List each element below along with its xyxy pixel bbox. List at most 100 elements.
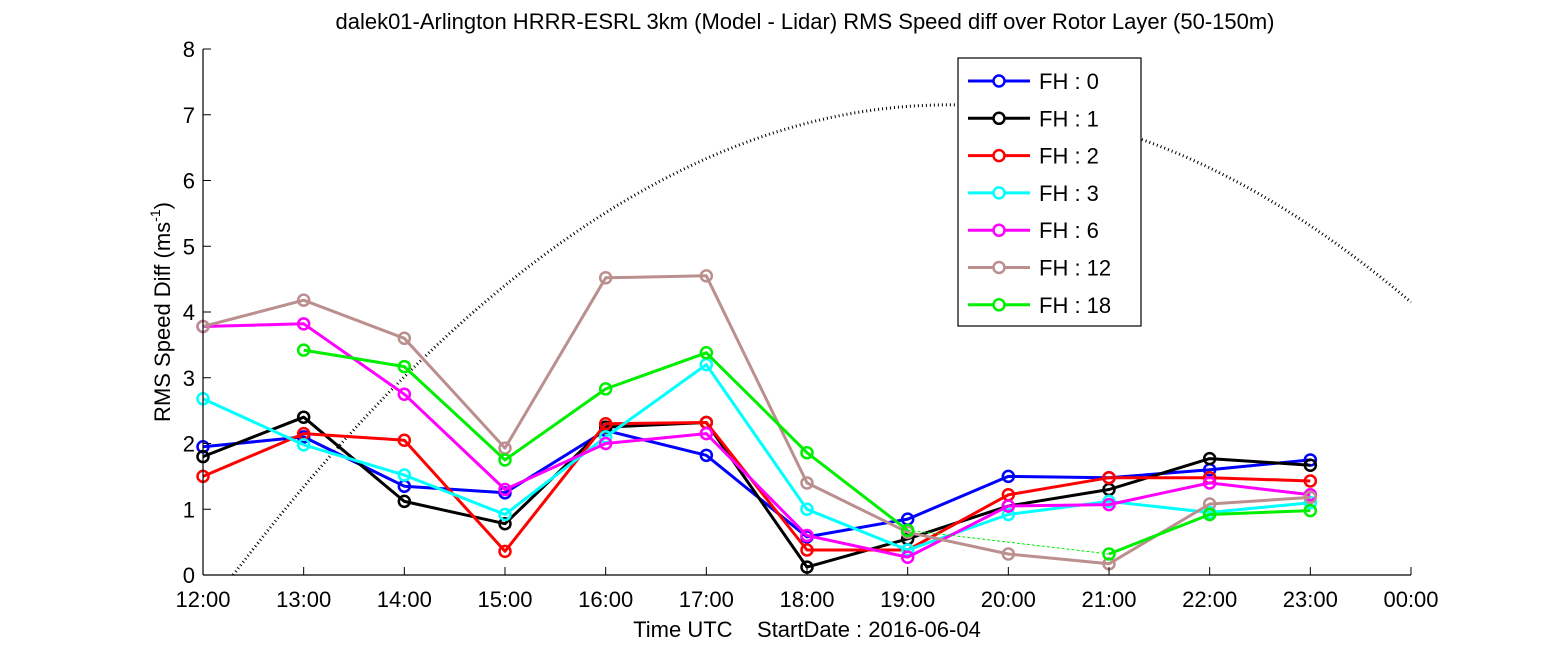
x-tick-label: 20:00: [981, 587, 1036, 612]
data-point: [1001, 469, 1016, 484]
data-point: [800, 445, 814, 460]
y-axis-label-main: RMS Speed Diff (ms: [150, 222, 175, 422]
series-line: [202, 274, 1311, 566]
data-point: [296, 317, 311, 331]
y-tick-label: 1: [183, 497, 195, 522]
x-tick-label: 23:00: [1283, 587, 1338, 612]
series-line: [202, 322, 1311, 559]
data-point: [498, 507, 512, 522]
data-point: [699, 448, 714, 463]
legend-swatch-marker: [992, 111, 1006, 126]
data-point: [397, 494, 412, 509]
series-line: [202, 363, 1311, 552]
data-point: [397, 468, 412, 482]
x-tick-label: 22:00: [1182, 587, 1237, 612]
legend-entry: FH : 3: [968, 181, 1099, 206]
data-point: [1303, 474, 1318, 488]
data-point: [498, 516, 512, 531]
y-axis-label: RMS Speed Diff (ms-1): [147, 202, 175, 422]
plot-frame: [203, 49, 1411, 575]
y-tick-label: 0: [183, 563, 195, 588]
legend-swatch-marker: [992, 148, 1006, 163]
legend-label: FH : 2: [1039, 144, 1099, 169]
legend-swatch-marker: [992, 74, 1006, 88]
legend-entry: FH : 6: [968, 218, 1099, 243]
legend-swatch-marker: [992, 298, 1006, 312]
data-point: [1303, 495, 1318, 510]
data-point: [397, 359, 412, 374]
data-point: [800, 502, 814, 516]
x-tick-label: 16:00: [578, 587, 633, 612]
data-point: [397, 331, 412, 346]
x-tick-label: 18:00: [779, 587, 834, 612]
data-point: [296, 438, 311, 452]
legend-entry: FH : 18: [968, 293, 1111, 318]
y-axis-label-sup: -1: [147, 209, 163, 222]
legend-label: FH : 12: [1039, 256, 1111, 281]
data-point: [1001, 507, 1016, 522]
legend-label: FH : 6: [1039, 218, 1099, 243]
data-point: [1303, 503, 1318, 518]
data-point: [1303, 453, 1318, 467]
series-line: [303, 348, 909, 532]
legend-swatch-marker: [992, 186, 1006, 200]
data-point: [800, 543, 814, 557]
data-point: [397, 387, 412, 401]
data-point: [1001, 547, 1016, 561]
legend-entry: FH : 0: [968, 69, 1099, 94]
y-tick-label: 3: [183, 366, 195, 391]
legend-label: FH : 3: [1039, 181, 1099, 206]
y-axis-label-end: ): [150, 202, 175, 209]
legend-swatch-marker: [992, 260, 1006, 275]
legend-entry: FH : 1: [968, 106, 1099, 131]
series-layer: [196, 269, 1318, 574]
legend-label: FH : 1: [1039, 106, 1099, 131]
series-gap-connector: [907, 529, 1110, 555]
data-point: [296, 410, 311, 424]
series-6: [296, 343, 1318, 561]
data-point: [498, 453, 512, 467]
y-tick-label: 4: [183, 300, 195, 325]
axes-layer: 12:00 13:00 14:00 15:00 16:00 17:00 18:00 19:00…: [175, 37, 1438, 612]
data-point: [598, 436, 613, 451]
data-point: [1102, 547, 1116, 561]
data-point: [598, 417, 613, 431]
y-tick-label: 5: [183, 234, 195, 259]
data-point: [498, 544, 512, 559]
data-point: [800, 476, 814, 490]
chart-title: dalek01-Arlington HRRR-ESRL 3km (Model -…: [335, 9, 1274, 34]
data-point: [1202, 476, 1217, 490]
data-point: [900, 550, 915, 564]
data-point: [1303, 490, 1318, 505]
legend-label: FH : 18: [1039, 293, 1111, 318]
x-tick-label: 17:00: [679, 587, 734, 612]
data-point: [699, 426, 714, 441]
data-point: [699, 346, 714, 360]
y-tick-label: 6: [183, 169, 195, 194]
data-point: [598, 382, 613, 396]
x-tick-label: 12:00: [175, 587, 230, 612]
x-tick-label: 14:00: [377, 587, 432, 612]
x-tick-label: 21:00: [1081, 587, 1136, 612]
legend-entry: FH : 2: [968, 144, 1099, 169]
data-point: [296, 293, 311, 307]
y-tick-label: 7: [183, 103, 195, 128]
data-point: [598, 271, 613, 285]
x-tick-label: 15:00: [477, 587, 532, 612]
data-point: [900, 523, 915, 538]
data-point: [1102, 470, 1116, 485]
series-line: [202, 415, 1311, 569]
x-axis-label: Time UTC StartDate : 2016-06-04: [633, 617, 981, 642]
x-tick-label: 19:00: [880, 587, 935, 612]
legend: FH : 0 FH : 1 FH : 2 FH : 3 FH : 6 FH : 12 FH …: [957, 57, 1142, 327]
legend-entry: FH : 12: [968, 256, 1111, 281]
data-point: [1202, 451, 1217, 466]
data-point: [699, 269, 714, 283]
data-point: [397, 433, 412, 447]
y-tick-label: 2: [183, 432, 195, 457]
data-point: [498, 482, 512, 497]
data-point: [1303, 458, 1318, 472]
legend-label: FH : 0: [1039, 69, 1099, 94]
data-point: [296, 343, 311, 357]
